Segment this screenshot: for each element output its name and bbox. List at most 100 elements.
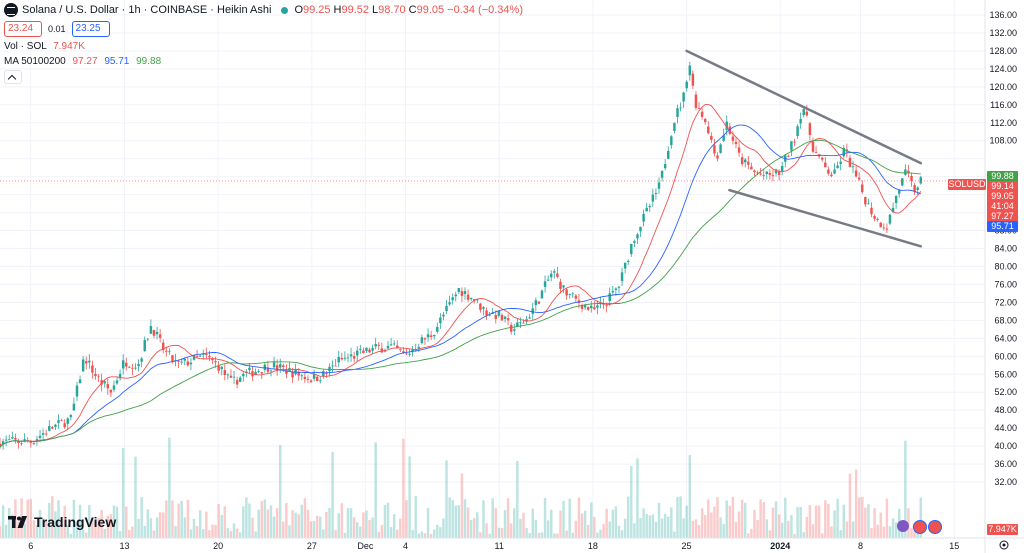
ma200-value: 99.88 xyxy=(136,56,162,67)
candle-body xyxy=(371,347,374,351)
candle-body xyxy=(420,337,424,344)
candle-body xyxy=(882,227,886,229)
volume-bar xyxy=(688,455,692,538)
candle-body xyxy=(454,294,457,297)
collapse-legend-button[interactable] xyxy=(4,70,22,84)
candle-body xyxy=(343,357,347,359)
volume-bar xyxy=(266,509,270,538)
candle-body xyxy=(436,326,439,332)
candle-body xyxy=(620,272,624,281)
volume-bar xyxy=(620,530,624,538)
volume-bar xyxy=(534,519,538,538)
candle-body xyxy=(140,358,143,362)
x-tick-label: 11 xyxy=(495,541,504,551)
volume-bar xyxy=(777,514,781,538)
candle-body xyxy=(60,420,63,422)
candle-body xyxy=(562,285,565,288)
candle-body xyxy=(106,384,110,389)
volume-legend[interactable]: Vol · SOL 7.947K xyxy=(4,41,85,52)
volume-bar xyxy=(565,530,568,538)
candle-body xyxy=(109,389,113,393)
volume-bar xyxy=(522,512,525,538)
volume-bar xyxy=(97,517,100,538)
y-tick-label: 120.00 xyxy=(989,82,1017,92)
y-tick-label: 32.00 xyxy=(994,477,1017,487)
volume-bar xyxy=(728,505,732,538)
buy-price-button[interactable]: 23.25 xyxy=(71,21,110,37)
candle-body xyxy=(195,355,199,357)
candle-body xyxy=(69,414,73,418)
volume-bar xyxy=(352,517,356,538)
candle-body xyxy=(549,273,553,278)
volume-bar xyxy=(882,526,886,538)
trendlines[interactable] xyxy=(685,49,923,248)
us-event-icon[interactable] xyxy=(913,520,927,534)
candle-body xyxy=(331,365,334,367)
volume-bar xyxy=(516,460,519,538)
volume-bar xyxy=(451,500,454,538)
candle-body xyxy=(759,173,762,175)
candle-body xyxy=(528,317,531,319)
volume-bar xyxy=(432,529,436,538)
candle-body xyxy=(546,279,550,281)
candle-body xyxy=(614,288,618,290)
volume-bar xyxy=(23,523,26,538)
volume-bar xyxy=(214,524,217,538)
candles xyxy=(0,61,922,450)
volume-bar xyxy=(836,498,839,538)
price-pill: 95.71 xyxy=(987,221,1018,233)
sell-price-button[interactable]: 23.24 xyxy=(4,21,42,37)
tradingview-logo[interactable]: TradingView xyxy=(8,514,116,530)
volume-bar xyxy=(32,520,36,538)
volume-bar xyxy=(485,523,488,538)
volume-bar xyxy=(180,500,183,538)
candle-body xyxy=(482,307,485,309)
candle-body xyxy=(583,305,587,308)
candle-body xyxy=(633,241,636,243)
candle-body xyxy=(149,326,153,334)
volume-bar xyxy=(57,500,60,538)
candle-body xyxy=(497,311,501,316)
volume-bar xyxy=(731,496,735,538)
candle-body xyxy=(177,360,180,362)
candle-body xyxy=(257,371,260,373)
symbol-title[interactable]: Solana / U.S. Dollar · 1h · COINBASE · H… xyxy=(22,4,272,16)
settings-gear-icon[interactable] xyxy=(999,540,1009,550)
volume-bar xyxy=(645,514,648,538)
candle-body xyxy=(337,356,340,363)
volume-bar xyxy=(238,532,242,538)
ohlc-low-label: L xyxy=(372,4,379,16)
volume-bar xyxy=(331,451,334,538)
lightning-event-icon[interactable] xyxy=(897,520,909,532)
ma200-line xyxy=(0,139,921,448)
volume-bar xyxy=(784,497,787,538)
volume-bar xyxy=(168,437,171,538)
candle-body xyxy=(913,185,916,192)
volume-bar xyxy=(312,520,316,538)
volume-bar xyxy=(774,501,778,538)
candle-body xyxy=(180,361,183,363)
ma-legend[interactable]: MA 50100200 97.27 95.71 99.88 xyxy=(4,56,161,67)
volume-bar xyxy=(380,524,384,538)
volume-bar xyxy=(377,531,381,538)
volume-bar xyxy=(205,511,208,538)
candle-body xyxy=(710,135,713,140)
volume-bar xyxy=(343,532,347,538)
volume-bar xyxy=(602,523,605,538)
volume-bar xyxy=(303,498,307,538)
volume-bar xyxy=(294,512,297,538)
x-tick-label: Dec xyxy=(357,541,374,551)
price-pill: 97.27 xyxy=(987,211,1018,223)
ohlc-close-label: C xyxy=(408,4,417,16)
volume-bar xyxy=(81,529,85,538)
volume-bar xyxy=(611,509,615,538)
us-event-icon-2[interactable] xyxy=(928,520,942,534)
x-tick-label: 20 xyxy=(213,541,223,551)
time-axis[interactable]: 6 13 20 27 Dec 4 11 18 25 2024 8 15 xyxy=(28,541,959,551)
candle-body xyxy=(155,332,159,335)
candle-body xyxy=(842,148,846,157)
volume-bar xyxy=(285,502,288,538)
price-axis[interactable]: 136.00 132.00 128.00 124.00 120.00 116.00 112.… xyxy=(989,10,1017,487)
ma-legend-label: MA 50100200 xyxy=(4,56,66,67)
